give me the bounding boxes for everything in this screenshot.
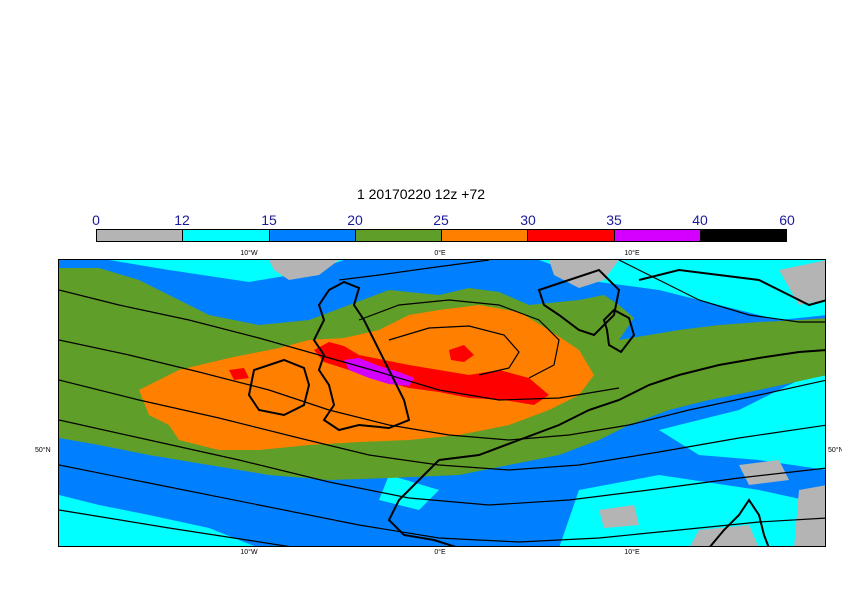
isobar-line [59,509,290,546]
isobar-line [59,289,620,401]
wind-region-cyan [379,475,439,510]
wind-region-red [314,342,549,405]
wind-region-gray [779,260,825,305]
lon-label-top: 10°W [240,250,258,257]
wind-region-gray [690,525,759,546]
wind-region-gray [599,505,639,528]
coastline-scandinavia [537,268,621,337]
colorbar-swatch [355,230,442,241]
colorbar-labels: 0 12 15 20 25 30 35 40 60 [0,212,842,230]
lon-label-top: 0°E [434,250,446,257]
coastline-france [387,459,457,546]
map-canvas [59,260,825,546]
wind-region-orange [139,305,594,450]
colorbar-label: 25 [433,212,449,228]
colorbar-label: 30 [520,212,536,228]
coastline-continent [438,349,825,461]
colorbar-label: 35 [606,212,622,228]
isobar-line [338,260,490,281]
wind-region-gray [739,460,789,485]
colorbar [96,229,787,242]
colorbar-swatch [614,230,701,241]
isobar-line [59,464,825,543]
colorbar-label: 0 [92,212,100,228]
wind-region-red [449,345,474,362]
colorbar-swatch [269,230,356,241]
lon-label-bottom: 10°W [240,549,258,556]
lat-label-right: 50°N [828,447,842,454]
colorbar-swatch [528,230,615,241]
colorbar-label: 40 [692,212,708,228]
isobar-line [388,325,520,376]
coastlines [247,268,825,546]
lon-label-top: 10°E [624,250,640,257]
map-title: 1 20170220 12z +72 [356,186,486,202]
lat-label-left: 50°N [35,447,51,454]
isobars [59,260,825,546]
lon-label-bottom: 10°E [624,549,640,556]
map-panel [58,259,826,547]
colorbar-swatch [700,230,786,241]
isobar-line [358,299,560,379]
colorbar-swatch [442,230,529,241]
wind-region-red [229,368,249,380]
colorbar-swatch [183,230,270,241]
isobar-line [59,419,825,506]
wind-region-gray [269,260,339,280]
colorbar-label: 60 [779,212,795,228]
coastline-baltic [638,268,825,307]
colorbar-label: 12 [174,212,190,228]
isobar-line [618,260,825,323]
wind-region-gray [794,485,825,546]
coastline-great-britain [312,280,411,432]
isobar-line [59,339,825,441]
coastline-italy [709,498,770,546]
colorbar-swatch [97,230,184,241]
isobar-line [59,379,825,471]
colorbar-label: 20 [347,212,363,228]
coastline-ireland [247,358,311,417]
wind-region-cyan [539,260,825,320]
coastline-denmark [602,308,636,354]
lon-label-bottom: 0°E [434,549,446,556]
colorbar-label: 15 [261,212,277,228]
